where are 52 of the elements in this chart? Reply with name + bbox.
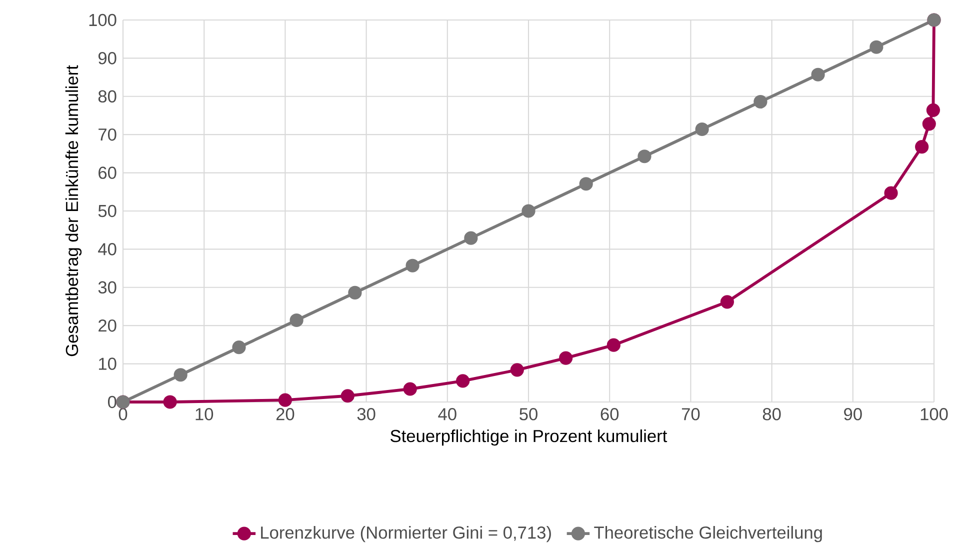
point [290,314,304,328]
point [926,104,940,118]
x-tick-label: 60 [600,408,619,421]
point [606,338,620,352]
x-tick-label: 40 [438,408,456,421]
point [884,186,898,200]
point [870,40,884,54]
x-axis-title: Steuerpflichtige in Prozent kumuliert [390,430,668,446]
legend-label: Lorenzkurve (Normierter Gini = 0,713) [261,526,551,542]
x-tick-label: 90 [844,408,862,421]
point [695,122,709,136]
legend-label: Theoretische Gleichverteilung [594,526,822,542]
x-tick-label: 50 [520,408,538,421]
point [163,395,177,410]
point [403,382,417,396]
y-tick-label: 0 [108,396,116,408]
point [340,389,354,403]
y-tick-label: 90 [98,52,116,65]
x-tick-label: 10 [196,408,214,421]
point [579,177,593,191]
x-tick-label: 80 [762,408,781,421]
x-tick-label: 100 [920,408,948,421]
x-tick-label: 20 [276,408,294,421]
point [811,68,825,82]
y-tick-label: 60 [98,166,116,180]
y-tick-label: 30 [98,282,116,294]
y-axis-title: Gesamtbetrag der Einkünfte kumuliert [65,65,82,356]
y-tick-label: 40 [98,243,116,256]
point [638,150,652,164]
point [522,204,536,218]
point [456,374,470,388]
point [510,363,524,377]
x-tick-label: 0 [118,408,128,421]
point [174,368,188,382]
y-tick-label: 50 [98,205,116,218]
point [754,95,768,109]
point [559,352,573,366]
x-tick-label: 30 [357,408,376,421]
point [922,117,936,131]
point [915,140,929,154]
point [720,295,734,309]
y-tick-label: 100 [89,14,116,26]
y-tick-label: 20 [98,320,116,332]
y-tick-label: 80 [98,90,116,103]
point [348,286,362,300]
point [406,259,420,273]
point [278,394,292,408]
y-tick-label: 70 [98,128,116,141]
point [232,340,246,354]
x-tick-label: 70 [682,408,700,421]
point [464,232,478,246]
y-tick-label: 10 [99,358,116,370]
